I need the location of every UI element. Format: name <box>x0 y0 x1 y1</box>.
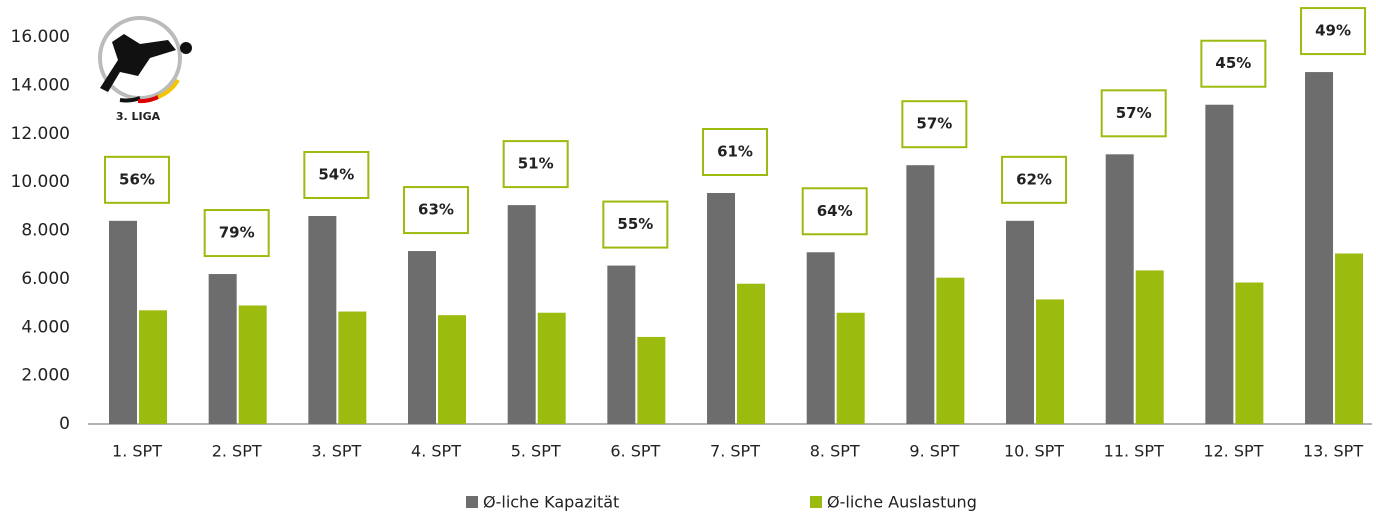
annotation-box <box>801 187 868 236</box>
logo-gold <box>157 78 180 99</box>
annotation-box <box>303 150 370 199</box>
logo-text: 3. LIGA <box>116 110 161 123</box>
annotation-label: 51% <box>518 155 554 173</box>
bar <box>507 205 536 424</box>
annotation-label: 54% <box>318 165 354 183</box>
bar <box>308 215 337 424</box>
logo-ball <box>180 42 192 54</box>
annotation-box <box>1001 155 1068 204</box>
annotation-label: 56% <box>119 170 155 188</box>
bar <box>208 274 237 424</box>
bar <box>1335 253 1364 424</box>
x-tick-label: 10. SPT <box>1004 442 1064 461</box>
bar <box>637 336 666 424</box>
legend-swatch <box>466 496 478 508</box>
bar <box>607 265 636 424</box>
legend-label: Ø-liche Auslastung <box>827 493 977 512</box>
annotation-label: 61% <box>717 143 753 161</box>
bar <box>1235 282 1264 424</box>
bar <box>238 305 267 424</box>
x-tick-label: 5. SPT <box>511 442 561 461</box>
annotation-box <box>104 155 170 204</box>
x-tick-label: 3. SPT <box>311 442 361 461</box>
annotation-label: 63% <box>418 201 454 219</box>
bar <box>836 312 865 424</box>
annotation-box <box>1300 7 1367 56</box>
y-tick-label: 0 <box>59 414 70 434</box>
x-tick-label: 9. SPT <box>909 442 959 461</box>
x-tick-label: 13. SPT <box>1303 442 1363 461</box>
y-tick-label: 8.000 <box>21 221 70 241</box>
x-tick-label: 2. SPT <box>212 442 262 461</box>
annotation-label: 55% <box>617 215 653 233</box>
annotation-label: 64% <box>817 202 853 220</box>
annotation-label: 49% <box>1315 22 1351 40</box>
y-tick-label: 14.000 <box>11 75 70 95</box>
bar <box>737 283 766 424</box>
annotation-label: 45% <box>1215 54 1251 72</box>
annotation-box <box>702 128 769 177</box>
bar <box>806 252 835 424</box>
bar <box>338 311 367 424</box>
annotation-label: 57% <box>1116 104 1152 122</box>
legend-swatch <box>810 496 822 508</box>
bar <box>936 277 965 424</box>
y-tick-label: 4.000 <box>21 317 70 337</box>
bar <box>109 220 137 424</box>
x-tick-label: 7. SPT <box>710 442 760 461</box>
annotation-box <box>901 100 968 149</box>
y-tick-label: 12.000 <box>11 124 70 144</box>
x-tick-label: 12. SPT <box>1203 442 1263 461</box>
y-tick-label: 16.000 <box>11 27 70 47</box>
bar <box>1105 154 1134 424</box>
logo: 3. LIGA <box>98 16 192 123</box>
annotation-label: 62% <box>1016 170 1052 188</box>
annotation-box <box>602 200 669 249</box>
bar <box>906 165 935 424</box>
bar <box>408 251 437 424</box>
bar <box>1305 72 1334 425</box>
annotation-box <box>1100 89 1167 138</box>
annotation-label: 79% <box>219 224 255 242</box>
x-tick-label: 4. SPT <box>411 442 461 461</box>
bar <box>1006 220 1035 424</box>
logo-black <box>119 96 141 103</box>
annotation-box <box>203 209 270 258</box>
logo-player <box>100 34 176 92</box>
x-tick-label: 1. SPT <box>112 442 162 461</box>
bar <box>1135 270 1164 424</box>
bar <box>707 193 736 424</box>
annotation-box <box>1200 39 1267 88</box>
annotation-box <box>502 140 569 189</box>
bar <box>1205 104 1234 424</box>
y-tick-label: 2.000 <box>21 366 70 386</box>
x-tick-label: 8. SPT <box>810 442 860 461</box>
bar <box>139 310 167 424</box>
bar <box>1036 299 1065 424</box>
legend-label: Ø-liche Kapazität <box>483 493 619 512</box>
x-tick-label: 11. SPT <box>1104 442 1164 461</box>
y-tick-label: 10.000 <box>11 172 70 192</box>
annotation-box <box>403 186 470 235</box>
bar <box>537 312 566 424</box>
x-tick-label: 6. SPT <box>610 442 660 461</box>
bar <box>438 315 467 424</box>
y-tick-label: 6.000 <box>21 269 70 289</box>
annotation-label: 57% <box>916 115 952 133</box>
